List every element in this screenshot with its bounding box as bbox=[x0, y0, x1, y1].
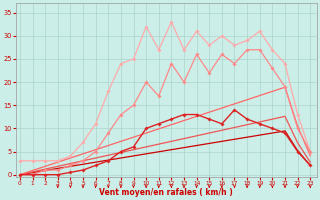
X-axis label: Vent moyen/en rafales ( km/h ): Vent moyen/en rafales ( km/h ) bbox=[100, 188, 233, 197]
